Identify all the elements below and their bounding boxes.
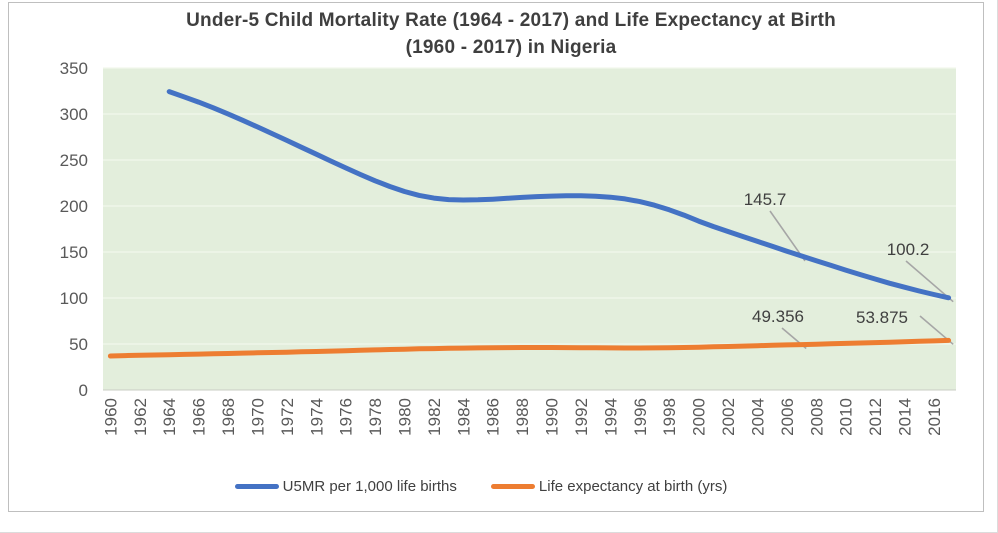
data-label-49-356[interactable]: 49.356	[752, 307, 804, 326]
x-tick-label-2010: 2010	[837, 398, 856, 436]
x-tick-label-2004: 2004	[749, 398, 768, 436]
data-label-145-7[interactable]: 145.7	[743, 190, 787, 209]
y-tick-label-100: 100	[60, 289, 88, 308]
x-tick-label-1960: 1960	[101, 398, 120, 436]
life-expectancy-line-swatch	[490, 484, 535, 489]
x-tick-label-1992: 1992	[572, 398, 591, 436]
u5mr-line-swatch	[234, 484, 279, 489]
legend-item-life-expectancy[interactable]: Life expectancy at birth (yrs)	[490, 478, 728, 495]
x-tick-label-1962: 1962	[131, 398, 150, 436]
y-tick-label-0: 0	[79, 381, 88, 400]
series-line-u5mr[interactable]	[166, 89, 952, 301]
x-tick-label-2008: 2008	[807, 398, 826, 436]
legend-label-u5mr: U5MR per 1,000 life births	[282, 478, 457, 495]
x-tick-label-1970: 1970	[248, 398, 267, 436]
x-tick-label-1982: 1982	[425, 398, 444, 436]
x-tick-label-1966: 1966	[190, 398, 209, 436]
x-tick-label-1996: 1996	[631, 398, 650, 436]
x-tick-label-1964: 1964	[160, 398, 179, 436]
x-tick-label-2012: 2012	[866, 398, 885, 436]
x-tick-label-1998: 1998	[660, 398, 679, 436]
y-tick-label-50: 50	[69, 335, 88, 354]
x-tick-label-2000: 2000	[690, 398, 709, 436]
y-tick-label-150: 150	[60, 243, 88, 262]
chart-title-line2: (1960 - 2017) in Nigeria	[405, 37, 617, 58]
x-tick-label-1986: 1986	[484, 398, 503, 436]
y-tick-label-300: 300	[60, 105, 88, 124]
x-tick-label-1974: 1974	[307, 398, 326, 436]
x-tick-label-2016: 2016	[925, 398, 944, 436]
y-tick-label-350: 350	[60, 59, 88, 78]
y-tick-label-250: 250	[60, 151, 88, 170]
data-label-100-2[interactable]: 100.2	[886, 240, 930, 259]
x-tick-label-2014: 2014	[896, 398, 915, 436]
legend-item-u5mr[interactable]: U5MR per 1,000 life births	[234, 478, 457, 495]
x-tick-label-1990: 1990	[543, 398, 562, 436]
x-tick-label-1976: 1976	[337, 398, 356, 436]
chart-title-line1: Under-5 Child Mortality Rate (1964 - 201…	[186, 10, 836, 31]
series-line-life-expectancy[interactable]	[107, 337, 952, 359]
x-tick-label-1988: 1988	[513, 398, 532, 436]
x-tick-label-1980: 1980	[396, 398, 415, 436]
x-tick-label-1984: 1984	[454, 398, 473, 436]
x-tick-label-1968: 1968	[219, 398, 238, 436]
y-tick-label-200: 200	[60, 197, 88, 216]
x-tick-label-2006: 2006	[778, 398, 797, 436]
x-tick-label-1972: 1972	[278, 398, 297, 436]
x-tick-label-1994: 1994	[601, 398, 620, 436]
chart-title[interactable]: Under-5 Child Mortality Rate (1964 - 201…	[28, 7, 994, 61]
legend[interactable]: U5MR per 1,000 life births Life expectan…	[0, 478, 962, 495]
x-tick-label-2002: 2002	[719, 398, 738, 436]
data-label-53-875[interactable]: 53.875	[856, 308, 908, 327]
x-tick-label-1978: 1978	[366, 398, 385, 436]
legend-label-life-expectancy: Life expectancy at birth (yrs)	[538, 478, 728, 495]
